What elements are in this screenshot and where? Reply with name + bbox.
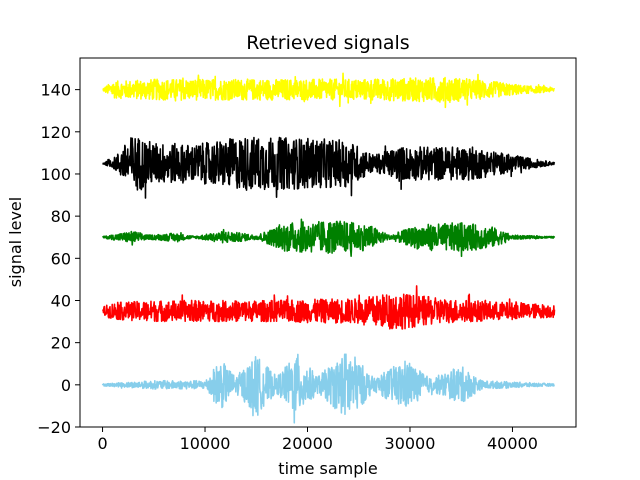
y-tick-label: −20 bbox=[37, 418, 71, 437]
x-axis: 0 10000 20000 30000 40000 bbox=[97, 427, 538, 453]
series-line-5 bbox=[101, 353, 556, 424]
y-tick-label: 140 bbox=[40, 81, 71, 100]
series-line-4 bbox=[101, 285, 556, 330]
x-tick-label: 10000 bbox=[180, 434, 231, 453]
series-line-3 bbox=[102, 218, 556, 258]
y-axis: −20 0 20 40 60 80 100 120 140 bbox=[37, 81, 80, 437]
series-layer bbox=[101, 72, 556, 424]
x-tick-label: 30000 bbox=[385, 434, 436, 453]
x-tick-label: 0 bbox=[97, 434, 107, 453]
x-tick-label: 40000 bbox=[487, 434, 538, 453]
x-tick-label: 20000 bbox=[282, 434, 333, 453]
plot-frame bbox=[79, 57, 577, 428]
y-tick-label: 40 bbox=[51, 291, 71, 310]
chart-title: Retrieved signals bbox=[246, 32, 409, 54]
y-tick-label: 0 bbox=[61, 376, 71, 395]
y-tick-label: 120 bbox=[40, 123, 71, 142]
y-tick-label: 60 bbox=[51, 249, 71, 268]
x-axis-label: time sample bbox=[278, 459, 377, 478]
series-line-1 bbox=[102, 72, 556, 109]
y-tick-label: 100 bbox=[40, 165, 71, 184]
y-tick-label: 20 bbox=[51, 334, 71, 353]
y-tick-label: 80 bbox=[51, 207, 71, 226]
y-axis-label: signal level bbox=[6, 197, 25, 287]
series-line-2 bbox=[102, 136, 556, 199]
